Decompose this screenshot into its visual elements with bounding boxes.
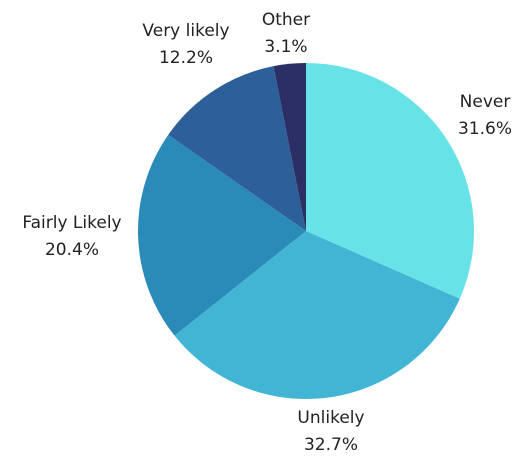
slice-label: Never (460, 92, 511, 112)
slice-value-label: 20.4% (45, 240, 99, 260)
pie-slice (138, 134, 306, 336)
slice-label: Unlikely (297, 408, 364, 428)
slice-value-label: 31.6% (458, 119, 512, 139)
slice-label: Very likely (142, 21, 229, 41)
slice-value-label: 32.7% (304, 435, 358, 455)
slice-value-label: 12.2% (159, 48, 213, 68)
slice-label: Fairly Likely (22, 213, 121, 233)
pie-slice (174, 231, 460, 399)
slice-value-label: 3.1% (264, 37, 307, 57)
pie-slice (168, 66, 306, 232)
pie-slice (306, 63, 475, 299)
pie-slice (273, 63, 306, 231)
slice-label: Other (262, 10, 310, 30)
